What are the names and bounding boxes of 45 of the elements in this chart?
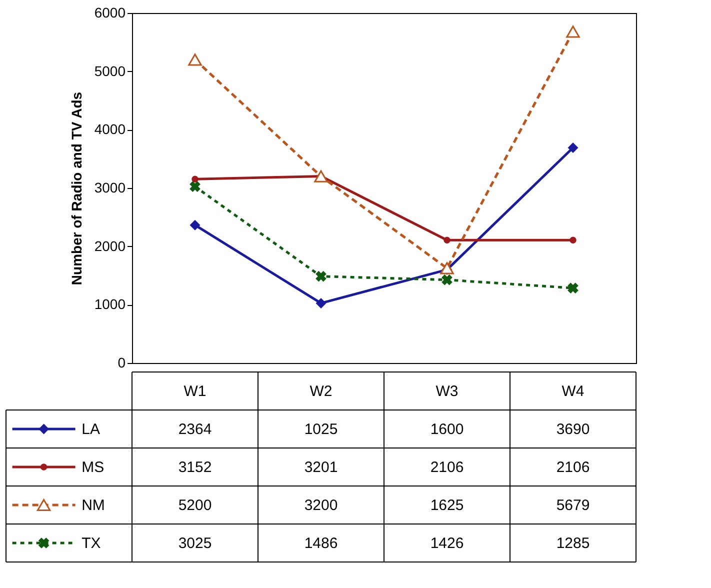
y-tick-label: 2000 <box>94 238 126 254</box>
data-label: 3152 <box>178 459 212 476</box>
point <box>192 176 198 182</box>
y-tick-label: 5000 <box>94 62 126 79</box>
data-label: 3690 <box>556 421 590 438</box>
y-tick-label: 0 <box>118 354 126 370</box>
data-label: 3200 <box>304 497 338 514</box>
point <box>316 270 326 282</box>
point <box>568 142 578 153</box>
data-label: 1426 <box>430 535 464 552</box>
data-label: 2364 <box>178 421 212 438</box>
x-tick-label: W4 <box>562 383 584 400</box>
point <box>190 181 200 192</box>
point <box>442 274 452 286</box>
y-tick-label: 3000 <box>94 180 126 196</box>
x-tick-label: W2 <box>310 383 332 400</box>
point <box>316 298 326 308</box>
point <box>566 26 580 38</box>
legend-label: NM <box>82 497 105 514</box>
point <box>188 54 202 66</box>
point <box>190 220 200 230</box>
legend-label: LA <box>82 421 100 438</box>
data-label: 2106 <box>430 459 464 476</box>
data-label: 1625 <box>430 497 464 514</box>
legend-label: MS <box>82 459 104 476</box>
data-label: 3025 <box>178 535 212 552</box>
point <box>444 236 450 244</box>
x-tick-label: W3 <box>436 383 458 400</box>
y-tick-label: 6000 <box>94 4 126 20</box>
point <box>568 282 578 294</box>
point <box>314 170 328 182</box>
legend-label: TX <box>82 535 101 552</box>
data-label: 1600 <box>430 421 464 438</box>
y-tick-label: 4000 <box>94 121 126 138</box>
y-tick-label: 1000 <box>94 296 126 312</box>
y-axis-title: Number of Radio and TV Ads <box>68 92 84 286</box>
data-label: 1285 <box>556 535 590 552</box>
x-tick-label: W1 <box>184 383 206 400</box>
data-label: 1025 <box>304 421 338 438</box>
data-label: 3201 <box>304 459 338 476</box>
point <box>570 236 576 244</box>
data-label: 5679 <box>556 497 590 514</box>
data-label: 1486 <box>304 535 338 552</box>
data-label: 5200 <box>178 497 212 514</box>
data-label: 2106 <box>556 459 590 476</box>
